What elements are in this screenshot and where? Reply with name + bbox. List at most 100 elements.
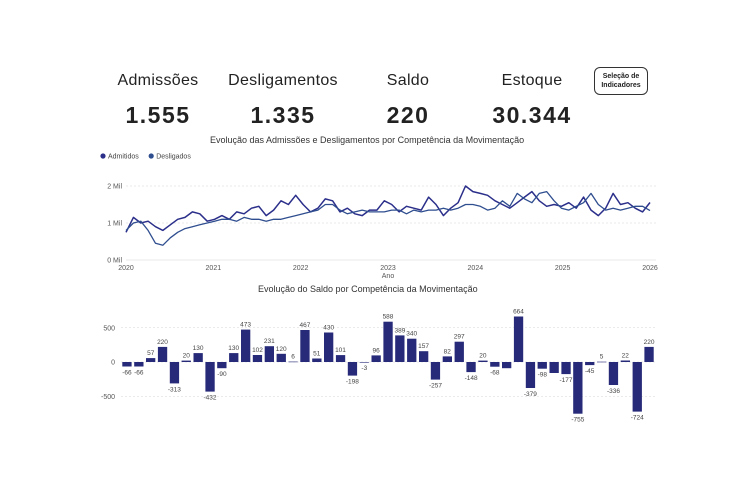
line-x-axis-label: Ano [382, 273, 395, 280]
line-y-tick-label: 1 Mil [107, 221, 122, 228]
saldo-bar [525, 362, 536, 388]
saldo-bar [395, 335, 405, 362]
saldo-bar [181, 360, 191, 362]
saldo-bar [335, 355, 346, 362]
saldo-bar-label: -379 [524, 391, 537, 398]
saldo-bar [573, 362, 583, 414]
saldo-bar [217, 362, 227, 369]
saldo-bar-label: -432 [203, 395, 216, 402]
saldo-bar [169, 362, 180, 384]
bar-chart-title: Evolução do Saldo por Competência da Mov… [258, 284, 478, 294]
saldo-bar-label: 430 [323, 325, 334, 332]
saldo-bar-label: -724 [631, 415, 644, 422]
series-line-desligados [125, 190, 651, 246]
saldo-bar-label: 297 [454, 334, 465, 341]
saldo-bar-label: 588 [383, 314, 394, 321]
saldo-bar-label: -313 [168, 386, 181, 393]
saldo-bar [134, 362, 144, 367]
saldo-bar-label: 20 [479, 353, 487, 360]
kpi-saldo: Saldo 220 [338, 72, 478, 129]
line-x-tick-label: 2022 [293, 265, 309, 272]
line-y-tick-label: 2 Mil [107, 184, 122, 191]
saldo-bar-label: 340 [406, 331, 417, 338]
saldo-bar-label: 231 [264, 338, 275, 345]
saldo-bar-label: -336 [607, 388, 620, 395]
bar-y-tick-label: 500 [103, 325, 115, 332]
saldo-bar [347, 362, 358, 376]
saldo-bar-label: 82 [444, 348, 452, 355]
legend-label-admitidos: Admitidos [108, 154, 139, 161]
saldo-bar-label: -148 [465, 375, 478, 382]
saldo-bar-label: -90 [217, 371, 227, 378]
saldo-bar [371, 355, 381, 362]
saldo-bar-label: -198 [346, 379, 359, 386]
saldo-bar [288, 361, 298, 363]
saldo-bar-label: -755 [571, 417, 584, 424]
saldo-bar-label: -257 [429, 383, 442, 390]
kpi-admissoes-label: Admissões [117, 72, 199, 89]
saldo-bar [466, 362, 476, 373]
saldo-bar [585, 362, 595, 366]
kpi-estoque-value: 30.344 [492, 102, 572, 128]
saldo-bar-label: 467 [299, 322, 310, 329]
saldo-bar-label: 102 [252, 347, 263, 354]
saldo-bar [430, 362, 441, 380]
saldo-bar [561, 362, 571, 375]
saldo-bar [122, 362, 132, 367]
saldo-bar-label: -66 [134, 370, 144, 377]
saldo-bar [157, 346, 168, 362]
bar-y-tick-label: -500 [101, 394, 115, 401]
saldo-bar [537, 362, 547, 369]
kpi-desligamentos-value: 1.335 [250, 102, 316, 128]
line-x-tick-label: 2021 [206, 265, 222, 272]
saldo-bar [478, 360, 488, 362]
line-x-tick-label: 2024 [468, 265, 484, 272]
saldo-bar-label: 389 [394, 327, 405, 334]
kpi-admissoes-value: 1.555 [125, 102, 191, 128]
kpi-desligamentos-label: Desligamentos [228, 72, 338, 89]
saldo-bar-label: 6 [291, 354, 295, 361]
legend-marker-desligados [148, 153, 154, 159]
kpi-saldo-value: 220 [386, 102, 430, 128]
kpi-saldo-label: Saldo [386, 72, 430, 89]
saldo-bar-label: 220 [644, 339, 655, 346]
saldo-bar [276, 353, 286, 362]
saldo-bar [383, 321, 393, 362]
kpi-estoque: Estoque 30.344 [462, 72, 602, 129]
saldo-bar-label: 5 [600, 354, 604, 361]
saldo-bar-label: 473 [240, 322, 251, 329]
saldo-bar-label: 130 [193, 345, 204, 352]
kpi-estoque-label: Estoque [501, 72, 563, 89]
saldo-bar-label: 220 [157, 339, 168, 346]
indicator-selection-button[interactable]: Seleção de Indicadores [594, 67, 648, 95]
saldo-bar-label: 51 [313, 351, 321, 358]
saldo-bar-label: -177 [559, 377, 572, 384]
saldo-bar-label: -66 [122, 370, 132, 377]
saldo-bar-label: 120 [276, 346, 287, 353]
saldo-bar [620, 360, 630, 362]
saldo-bar [490, 362, 500, 367]
line-x-tick-label: 2020 [118, 265, 134, 272]
saldo-bar-label: -68 [490, 370, 500, 377]
saldo-bar-label: 22 [622, 353, 630, 360]
line-y-tick-label: 0 Mil [107, 258, 122, 265]
saldo-bar [419, 351, 429, 362]
bar-y-tick-label: 0 [111, 360, 115, 367]
legend-label-desligados: Desligados [156, 154, 191, 161]
saldo-bar [359, 362, 369, 363]
kpi-admissoes: Admissões 1.555 [88, 72, 228, 129]
saldo-bar [146, 358, 156, 362]
saldo-bar-label: 664 [513, 309, 524, 316]
saldo-bar-label: 57 [147, 350, 155, 357]
saldo-bar [205, 362, 215, 392]
saldo-bar [442, 356, 452, 362]
saldo-bar [407, 338, 417, 362]
saldo-bar [252, 355, 263, 362]
line-x-tick-label: 2026 [642, 265, 658, 272]
saldo-bar [549, 362, 559, 373]
line-x-tick-label: 2023 [380, 265, 396, 272]
saldo-bar-label: 130 [228, 345, 239, 352]
saldo-bar [597, 361, 607, 363]
series-line-admitidos [125, 185, 651, 233]
saldo-bar [229, 353, 239, 362]
